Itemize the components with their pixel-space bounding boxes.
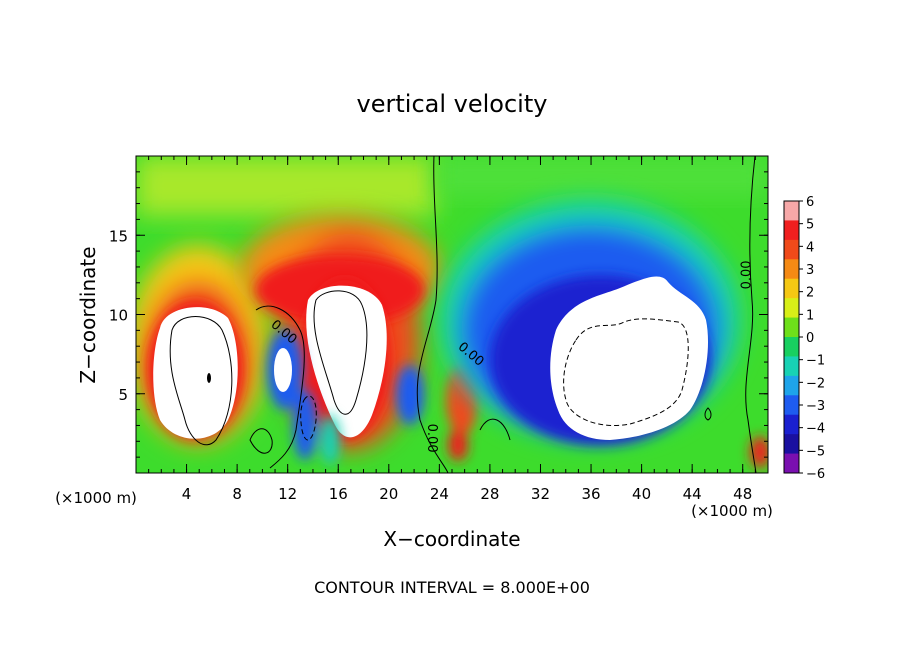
colorbar-swatch: [784, 356, 799, 377]
colorbar-swatch: [784, 414, 799, 435]
colorbar-label: 4: [806, 240, 814, 255]
contour-lines: [169, 156, 757, 473]
x-tick-label: 28: [480, 485, 499, 503]
colorbar-swatch: [784, 201, 799, 221]
x-tick-label: 8: [232, 485, 242, 503]
colorbar-label: 2: [806, 286, 814, 301]
colorbar-label: −2: [806, 376, 825, 391]
colorbar: 6 5 4 3 2 1 0 −1 −2 −3 −4 −5 −6: [783, 195, 825, 482]
x-tick-label: 40: [632, 485, 651, 503]
contour-dashed: [300, 318, 689, 441]
updraft-core-left: [153, 307, 238, 439]
colorbar-swatch: [784, 220, 799, 241]
colorbar-label: 3: [806, 263, 814, 278]
x-tick-label: 32: [531, 485, 550, 503]
x-tick-label: 20: [379, 485, 398, 503]
colorbar-label: −3: [806, 399, 825, 414]
x-tick-label: 16: [329, 485, 348, 503]
colorbar-swatch: [784, 337, 799, 357]
colorbar-swatch: [784, 375, 799, 396]
y-tick-labels: 5 10 15: [109, 227, 128, 404]
x-tick-labels: 4 8 12 16 20 24 28 32 36 40 44 48: [182, 485, 752, 503]
colorbar-swatch: [784, 395, 799, 416]
colorbar-label: −1: [806, 354, 825, 369]
colorbar-label: −4: [806, 422, 825, 437]
small-contour-mark: [207, 373, 211, 383]
colorbar-swatch: [784, 434, 799, 455]
colorbar-label: −5: [806, 444, 825, 459]
axis-ticks: [136, 156, 768, 473]
contour-label: 0.00: [739, 260, 754, 289]
colorbar-label: 0: [806, 331, 814, 346]
x-tick-label: 24: [430, 485, 449, 503]
x-tick-label: 12: [278, 485, 297, 503]
contour-label: 0.00: [424, 424, 439, 453]
x-tick-label: 36: [581, 485, 600, 503]
heatmap-field: [136, 156, 768, 473]
downdraft-core: [550, 276, 709, 440]
colorbar-swatch: [784, 239, 799, 260]
colorbar-swatch: [784, 298, 799, 319]
colorbar-swatch: [784, 317, 799, 338]
colorbar-label: 6: [806, 195, 814, 210]
colorbar-swatch: [784, 453, 799, 474]
x-axis-label: X−coordinate: [383, 527, 520, 551]
x-unit-left: (×1000 m): [55, 489, 137, 507]
colorbar-label: 5: [806, 218, 814, 233]
contour-interval-note: CONTOUR INTERVAL = 8.000E+00: [314, 578, 590, 597]
x-tick-label: 44: [683, 485, 702, 503]
colorbar-label: −6: [806, 467, 825, 482]
x-tick-label: 48: [733, 485, 752, 503]
colorbar-swatch: [784, 278, 799, 299]
x-tick-label: 4: [182, 485, 192, 503]
colorbar-swatch: [784, 259, 799, 280]
colorbar-label: 1: [806, 308, 814, 323]
y-tick-label: 10: [109, 307, 128, 325]
x-unit-right: (×1000 m): [691, 502, 773, 520]
chart-title: vertical velocity: [357, 90, 548, 118]
y-tick-label: 5: [118, 386, 128, 404]
y-tick-label: 15: [109, 227, 128, 245]
y-axis-label: Z−coordinate: [76, 246, 100, 383]
